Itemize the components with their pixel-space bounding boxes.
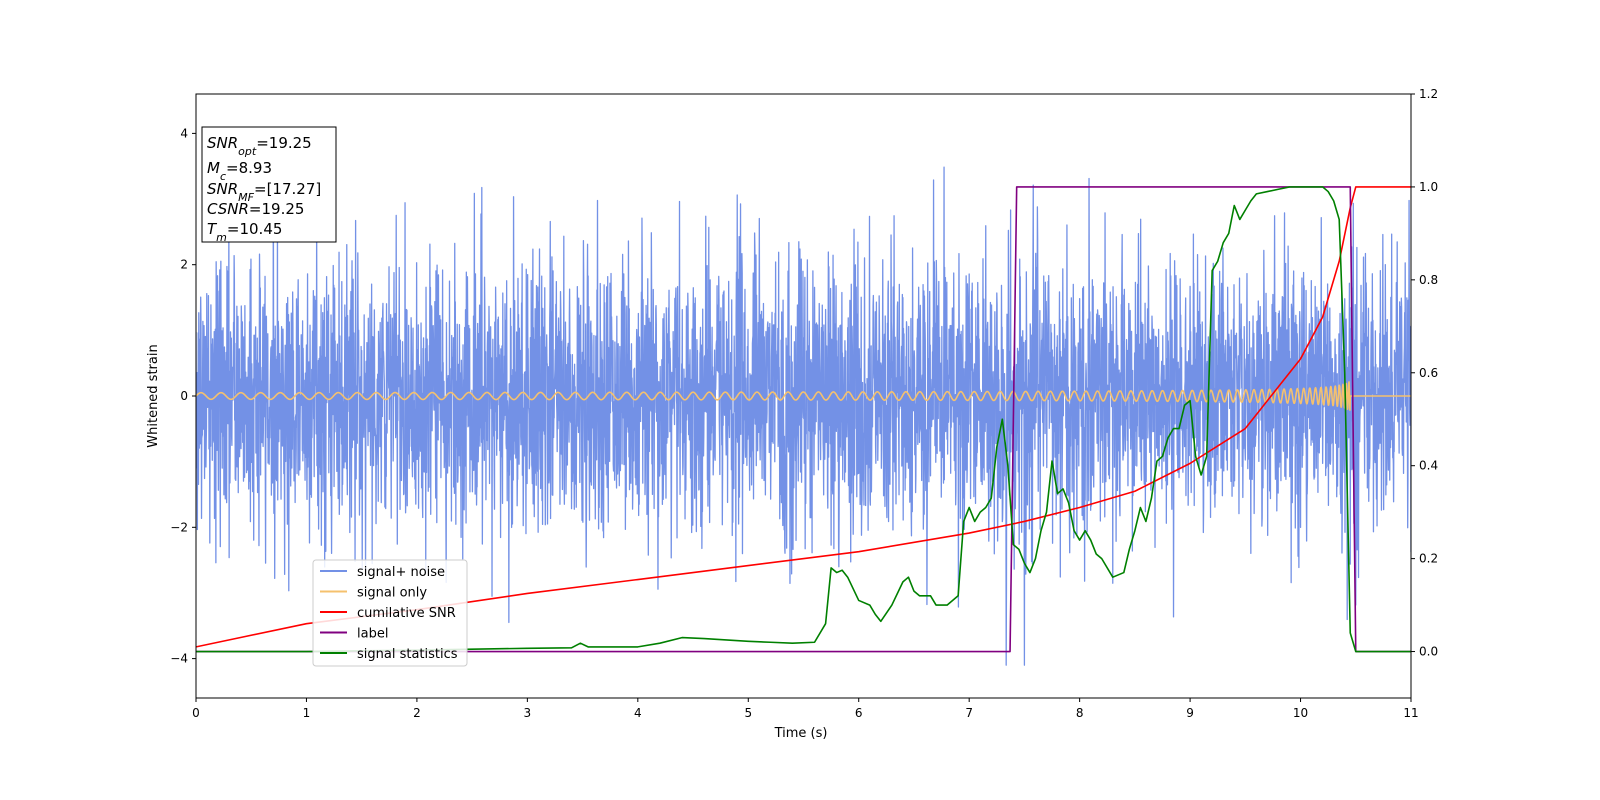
x-tick-label: 11 xyxy=(1403,706,1418,720)
x-tick-label: 7 xyxy=(965,706,973,720)
plot-area xyxy=(196,166,1411,666)
annotation-box: SNRopt=19.25Mc=8.93SNRMF=[17.27]CSNR=19.… xyxy=(201,126,337,244)
y-left-tick-label: 4 xyxy=(180,126,188,140)
x-tick-label: 0 xyxy=(192,706,200,720)
legend-entry: signal statistics xyxy=(357,647,458,662)
y-left-tick-label: 0 xyxy=(180,389,188,403)
annotation-line: Mc=8.93 xyxy=(207,159,272,183)
legend: signal+ noise signal only cumilative SNR la… xyxy=(312,559,468,667)
x-tick-label: 1 xyxy=(303,706,311,720)
x-tick-label: 6 xyxy=(855,706,863,720)
axes: 0 1 2 3 4 5 6 7 8 9 10 11 −4 −2 0 2 4 0.0 0.2 0.4 0.6 0.8 1.0 1… xyxy=(170,87,1438,720)
y-right-tick-label: 0.2 xyxy=(1419,552,1438,566)
x-tick-label: 8 xyxy=(1076,706,1084,720)
legend-entry: signal only xyxy=(357,586,427,601)
x-tick-label: 5 xyxy=(744,706,752,720)
y-left-tick-label: −4 xyxy=(170,652,188,666)
y-right-tick-label: 1.2 xyxy=(1419,87,1438,101)
legend-box xyxy=(312,559,468,667)
legend-entry: label xyxy=(357,627,388,642)
legend-entry: cumilative SNR xyxy=(357,606,456,621)
x-tick-label: 2 xyxy=(413,706,421,720)
annotation-line: CSNR=19.25 xyxy=(207,200,304,218)
x-tick-label: 3 xyxy=(524,706,532,720)
y-right-tick-label: 0.8 xyxy=(1419,273,1438,287)
annotation-line: SNRMF=[17.27] xyxy=(207,180,321,204)
annotation-line: Tm=10.45 xyxy=(207,220,282,244)
series-line-4 xyxy=(196,186,1411,653)
legend-entry: signal+ noise xyxy=(357,565,445,580)
y-right-tick-label: 1.0 xyxy=(1419,180,1438,194)
y-left-tick-label: 2 xyxy=(180,258,188,272)
x-tick-label: 10 xyxy=(1293,706,1308,720)
x-tick-label: 4 xyxy=(634,706,642,720)
y-left-tick-label: −2 xyxy=(170,520,188,534)
y-right-tick-label: 0.4 xyxy=(1419,459,1438,473)
y-right-tick-label: 0.0 xyxy=(1419,645,1438,659)
x-axis-label: Time (s) xyxy=(774,726,828,741)
y-right-tick-label: 0.6 xyxy=(1419,366,1438,380)
annotation-line: SNRopt=19.25 xyxy=(207,134,312,158)
x-tick-label: 9 xyxy=(1186,706,1194,720)
series-line-2 xyxy=(196,186,1411,648)
y-axis-label: Whitened strain xyxy=(146,344,161,447)
